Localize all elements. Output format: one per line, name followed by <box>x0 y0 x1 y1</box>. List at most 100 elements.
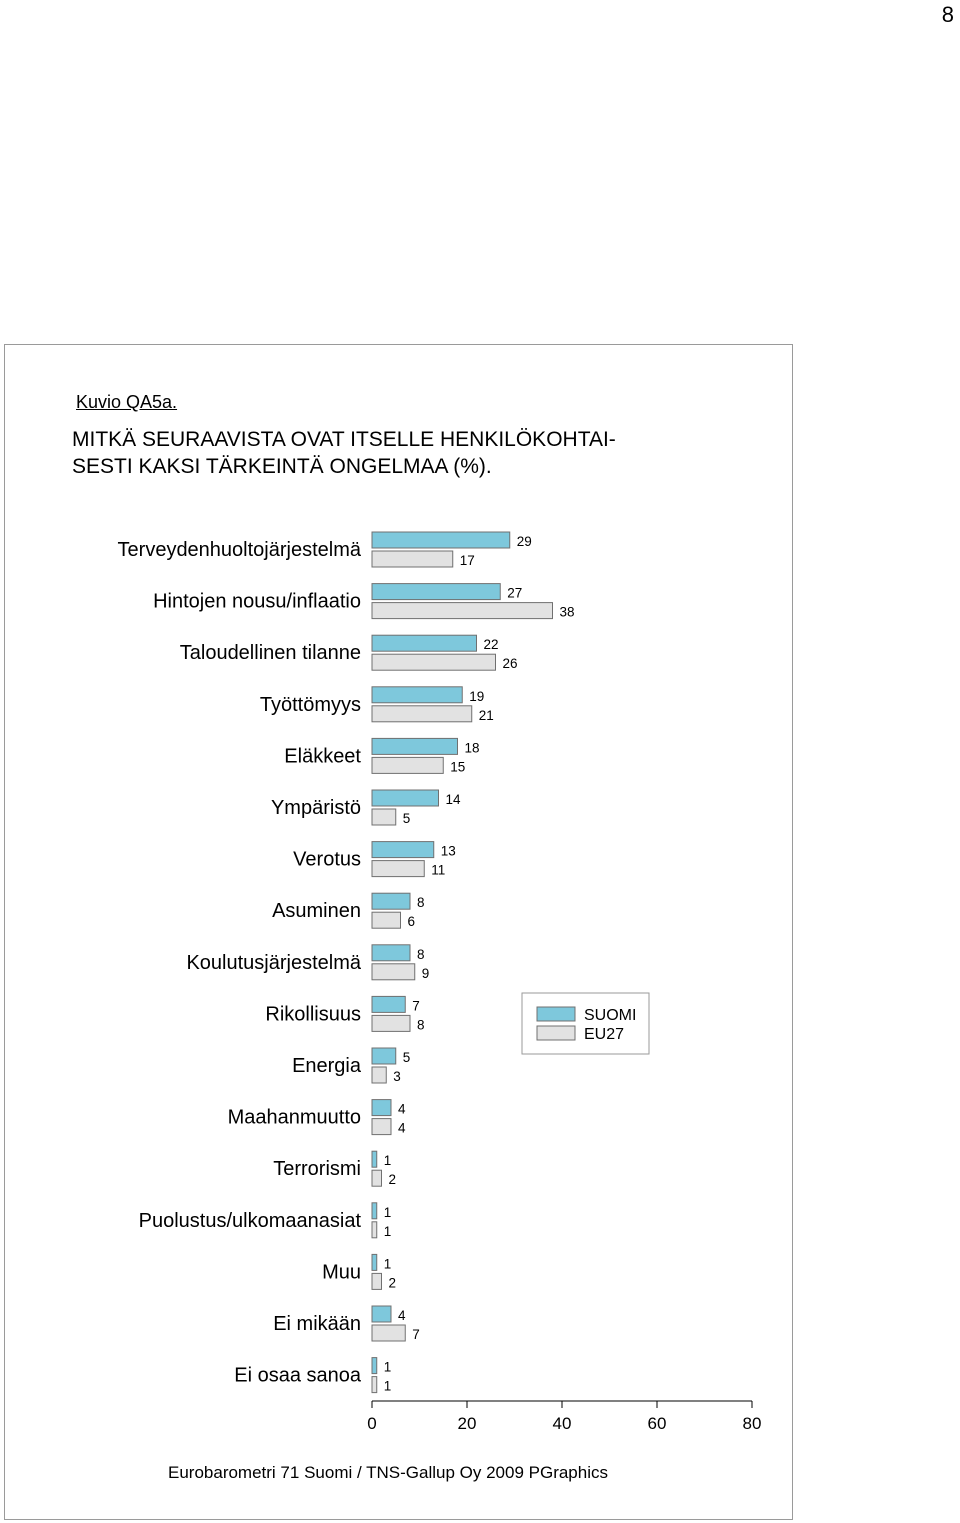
category-label: Eläkkeet <box>284 745 361 767</box>
data-label-eu27: 3 <box>393 1069 401 1084</box>
bar-suomi <box>371 583 501 601</box>
bar-eu27 <box>371 911 401 929</box>
bar-eu27 <box>371 550 454 568</box>
data-label-eu27: 5 <box>403 811 411 826</box>
data-label-eu27: 9 <box>422 966 430 981</box>
data-label-eu27: 4 <box>398 1121 406 1136</box>
bar-eu27 <box>371 808 397 826</box>
bar-eu27 <box>371 860 425 878</box>
bar-eu27 <box>371 1272 382 1290</box>
data-label-eu27: 6 <box>408 914 416 929</box>
category-label: Taloudellinen tilanne <box>180 642 361 664</box>
x-tick-label: 20 <box>458 1414 477 1433</box>
legend-swatch-suomi <box>536 1006 576 1022</box>
chart-frame: Terveydenhuoltojärjestelmä 29 17 Hintojen n… <box>4 344 793 1520</box>
data-label-suomi: 1 <box>384 1360 392 1375</box>
data-label-suomi: 14 <box>446 792 462 807</box>
bar-eu27 <box>371 963 416 981</box>
bar-suomi <box>371 1357 378 1375</box>
bar-suomi <box>371 841 435 859</box>
data-label-eu27: 17 <box>460 553 475 568</box>
bar-eu27 <box>371 1221 378 1239</box>
bar-eu27 <box>371 653 496 671</box>
bar-suomi <box>371 944 411 962</box>
bar-eu27 <box>371 1118 392 1136</box>
bar-suomi <box>371 995 406 1013</box>
bar-suomi <box>371 634 477 652</box>
category-label: Puolustus/ulkomaanasiat <box>139 1210 362 1232</box>
bar-suomi <box>371 686 463 704</box>
data-label-suomi: 8 <box>417 947 425 962</box>
category-label: Muu <box>322 1261 361 1283</box>
category-label: Ympäristö <box>271 797 361 819</box>
data-label-suomi: 4 <box>398 1102 406 1117</box>
data-label-eu27: 1 <box>384 1379 392 1394</box>
figure-label: Kuvio QA5a. <box>76 392 178 412</box>
x-tick-label: 0 <box>367 1414 376 1433</box>
category-label: Rikollisuus <box>265 1003 361 1025</box>
figure-title: MITKÄ SEURAAVISTA OVAT ITSELLE HENKILÖKO… <box>72 426 762 480</box>
data-label-eu27: 2 <box>389 1172 397 1187</box>
data-label-suomi: 22 <box>484 637 499 652</box>
category-label: Asuminen <box>272 900 361 922</box>
data-label-suomi: 29 <box>517 534 532 549</box>
data-label-suomi: 1 <box>384 1256 392 1271</box>
category-label: Terrorismi <box>273 1158 361 1180</box>
data-label-suomi: 8 <box>417 895 425 910</box>
data-label-eu27: 7 <box>412 1327 420 1342</box>
bar-eu27 <box>371 756 444 774</box>
x-tick-label: 80 <box>743 1414 762 1433</box>
data-label-eu27: 2 <box>389 1275 397 1290</box>
source-note: Eurobarometri 71 Suomi / TNS-Gallup Oy 2… <box>168 1463 608 1482</box>
data-label-eu27: 38 <box>560 605 575 620</box>
bar-eu27 <box>371 1376 378 1394</box>
data-label-eu27: 11 <box>431 863 445 878</box>
bar-suomi <box>371 1150 378 1168</box>
bar-eu27 <box>371 705 473 723</box>
data-label-suomi: 1 <box>384 1205 392 1220</box>
bar-suomi <box>371 892 411 910</box>
x-tick-label: 60 <box>648 1414 667 1433</box>
category-label: Energia <box>292 1055 362 1077</box>
category-label: Maahanmuutto <box>228 1107 361 1129</box>
bar-eu27 <box>371 1324 406 1342</box>
bar-eu27 <box>371 1014 411 1032</box>
data-label-suomi: 4 <box>398 1308 406 1323</box>
page-number: 8 <box>941 2 954 27</box>
legend-swatch-eu27 <box>536 1025 576 1041</box>
data-label-eu27: 8 <box>417 1017 425 1032</box>
data-label-eu27: 1 <box>384 1224 392 1239</box>
data-label-eu27: 15 <box>450 759 465 774</box>
legend-label-eu27: EU27 <box>584 1026 624 1043</box>
category-label: Työttömyys <box>260 694 361 716</box>
category-label: Ei osaa sanoa <box>234 1365 362 1387</box>
bar-eu27 <box>371 1169 382 1187</box>
bar-suomi <box>371 737 458 755</box>
data-label-eu27: 26 <box>503 656 518 671</box>
bar-suomi <box>371 1305 392 1323</box>
data-label-eu27: 21 <box>479 708 494 723</box>
category-label: Verotus <box>293 849 361 871</box>
data-label-suomi: 18 <box>465 740 480 755</box>
x-tick-label: 40 <box>553 1414 572 1433</box>
bar-eu27 <box>371 602 553 620</box>
bar-suomi <box>371 789 439 807</box>
data-label-suomi: 5 <box>403 1050 411 1065</box>
data-label-suomi: 13 <box>441 844 456 859</box>
category-label: Ei mikään <box>273 1313 361 1335</box>
figure-title-line-2: SESTI KAKSI TÄRKEINTÄ ONGELMAA (%). <box>72 455 492 478</box>
bar-suomi <box>371 531 511 549</box>
data-label-suomi: 1 <box>384 1153 392 1168</box>
data-label-suomi: 7 <box>412 998 420 1013</box>
figure-title-line-1: MITKÄ SEURAAVISTA OVAT ITSELLE HENKILÖKO… <box>72 428 616 451</box>
category-label: Hintojen nousu/inflaatio <box>153 591 361 613</box>
data-label-suomi: 19 <box>469 689 484 704</box>
bar-eu27 <box>371 1066 387 1084</box>
data-label-suomi: 27 <box>507 586 522 601</box>
category-label: Koulutusjärjestelmä <box>186 952 361 974</box>
bar-suomi <box>371 1253 378 1271</box>
bar-suomi <box>371 1202 378 1220</box>
bar-suomi <box>371 1047 397 1065</box>
category-label: Terveydenhuoltojärjestelmä <box>118 539 362 561</box>
